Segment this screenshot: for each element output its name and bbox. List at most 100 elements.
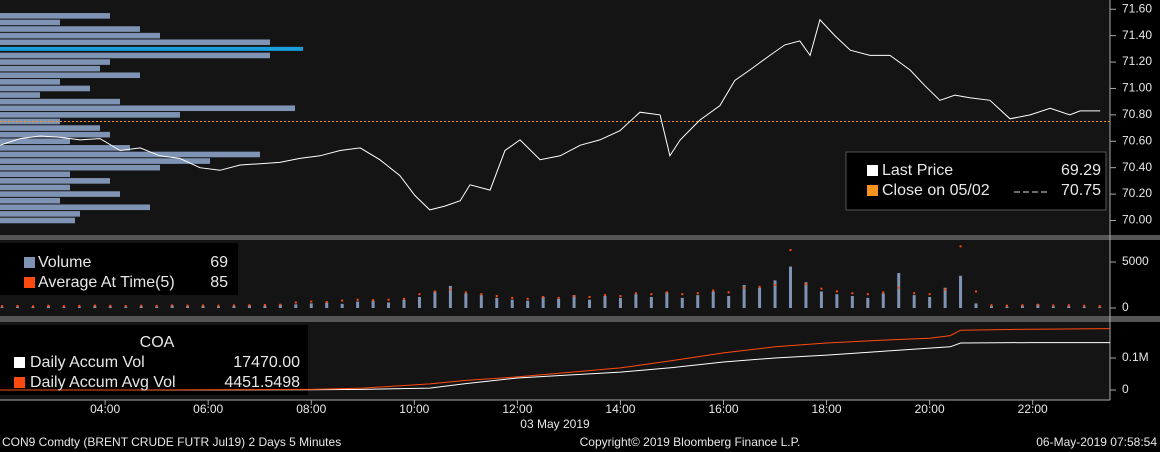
volume-bar — [77, 306, 81, 308]
profile-bar — [0, 26, 140, 32]
profile-bar — [0, 145, 130, 151]
profile-bar — [0, 178, 110, 184]
volume-bar — [1005, 306, 1009, 308]
profile-bar — [0, 85, 90, 92]
x-tick-label: 08:00 — [296, 402, 326, 416]
legend-swatch — [14, 377, 25, 388]
average-dot — [758, 285, 761, 288]
accum-line — [0, 328, 1111, 391]
profile-bar — [0, 13, 110, 19]
legend-box — [0, 325, 308, 395]
profile-bar — [0, 59, 110, 65]
legend-swatch — [14, 357, 25, 368]
profile-bar — [0, 151, 260, 158]
average-dot — [93, 304, 96, 307]
y-tick-label: 70.60 — [1122, 133, 1152, 147]
volume-bar — [263, 305, 267, 308]
volume-bar — [773, 280, 777, 308]
volume-bar — [649, 296, 653, 308]
volume-bar — [62, 307, 66, 308]
legend-label: Daily Accum Vol — [30, 354, 145, 371]
volume-bar — [387, 302, 391, 308]
average-dot — [62, 305, 65, 308]
average-dot — [603, 294, 606, 297]
y-tick-label: 0 — [1122, 382, 1129, 396]
average-dot — [464, 291, 467, 294]
x-tick-label: 16:00 — [708, 402, 738, 416]
profile-bar — [0, 72, 140, 79]
x-tick-label: 22:00 — [1018, 402, 1048, 416]
profile-bar — [0, 79, 60, 85]
legend-label: Close on 05/02 — [882, 182, 990, 199]
average-dot — [155, 304, 158, 307]
footer-left: CON9 Comdty (BRENT CRUDE FUTR Jul19) 2 D… — [2, 435, 341, 449]
average-dot — [588, 295, 591, 298]
average-dot — [1052, 304, 1055, 307]
profile-bar — [0, 211, 80, 217]
average-dot — [480, 293, 483, 296]
footer-center: Copyright© 2019 Bloomberg Finance L.P. — [580, 435, 801, 449]
legend-swatch — [24, 277, 35, 288]
profile-bar — [0, 191, 120, 197]
average-dot — [804, 283, 807, 286]
profile-bar — [0, 197, 60, 204]
volume-bar — [526, 300, 530, 308]
legend-box — [0, 243, 238, 295]
volume-bar — [247, 305, 251, 308]
y-tick-label: 71.00 — [1122, 81, 1152, 95]
average-dot — [78, 304, 81, 307]
average-dot — [279, 303, 282, 306]
profile-bar — [0, 39, 270, 46]
legend-label: Daily Accum Avg Vol — [30, 374, 176, 391]
volume-bar — [618, 297, 622, 308]
x-tick-label: 10:00 — [399, 402, 429, 416]
average-dot — [511, 296, 514, 299]
average-dot — [1083, 304, 1086, 307]
x-tick-label: 20:00 — [915, 402, 945, 416]
volume-bar — [371, 300, 375, 308]
y-tick-label: 0.1M — [1122, 350, 1149, 364]
average-dot — [186, 304, 189, 307]
volume-bar — [356, 301, 360, 308]
volume-bar — [479, 295, 483, 308]
y-tick-label: 71.20 — [1122, 54, 1152, 68]
average-dot — [341, 299, 344, 302]
volume-bar — [510, 299, 514, 308]
profile-bar — [0, 92, 40, 98]
y-tick-label: 5000 — [1122, 254, 1149, 268]
volume-bar — [912, 295, 916, 308]
volume-bar — [634, 294, 638, 308]
volume-bar — [495, 297, 499, 308]
volume-bar — [588, 299, 592, 308]
volume-bar — [340, 303, 344, 308]
profile-bar — [0, 112, 180, 118]
average-dot — [851, 292, 854, 295]
legend-label: Average At Time(5) — [38, 274, 175, 291]
volume-bar — [201, 305, 205, 308]
average-dot — [387, 298, 390, 301]
volume-bar — [819, 291, 823, 308]
average-dot — [696, 292, 699, 295]
average-dot — [1005, 304, 1008, 307]
average-dot — [975, 290, 978, 293]
x-tick-label: 12:00 — [502, 402, 532, 416]
average-dot — [325, 301, 328, 304]
volume-bar — [804, 282, 808, 308]
separator — [0, 235, 1160, 240]
average-dot — [727, 291, 730, 294]
average-dot — [16, 304, 19, 307]
volume-bar — [665, 292, 669, 308]
average-dot — [263, 304, 266, 307]
profile-bar — [0, 65, 100, 72]
average-dot — [835, 290, 838, 293]
legend-swatch — [867, 185, 878, 196]
average-dot — [418, 293, 421, 296]
average-dot — [232, 304, 235, 307]
profile-bar — [0, 32, 160, 39]
volume-bar — [170, 305, 174, 308]
volume-bar — [711, 291, 715, 308]
volume-bar — [557, 298, 561, 308]
legend-value: 4451.5498 — [224, 374, 300, 391]
volume-bar — [866, 297, 870, 308]
